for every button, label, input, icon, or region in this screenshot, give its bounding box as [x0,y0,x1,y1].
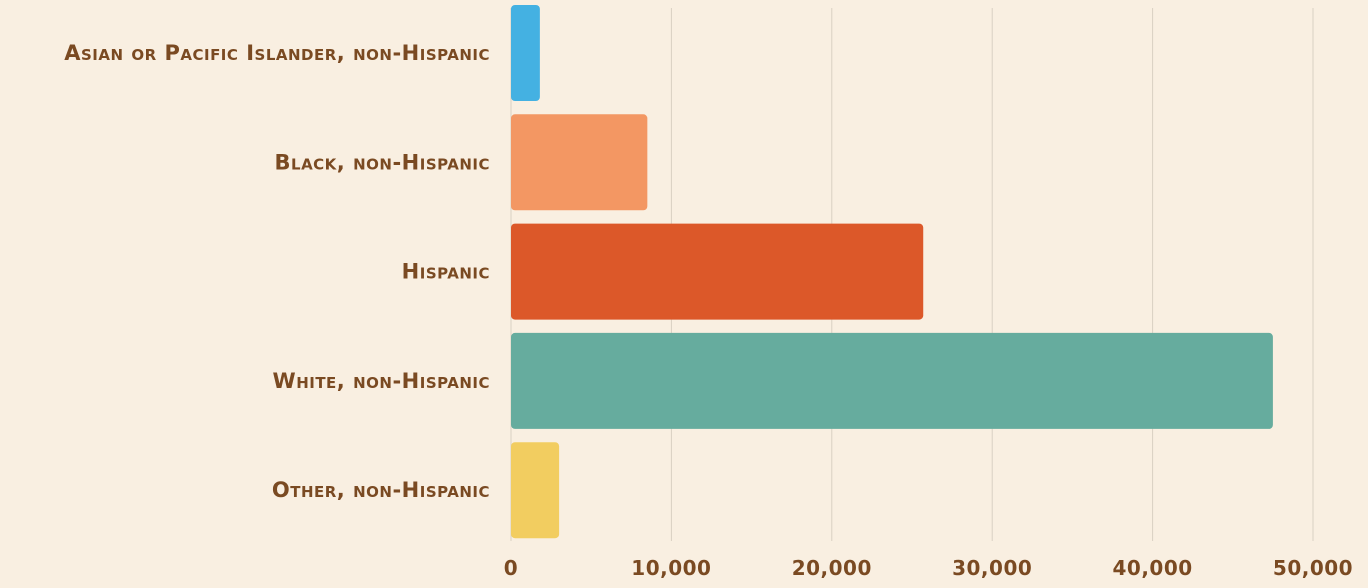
x-tick-label: 40,000 [1113,556,1193,580]
x-tick-label: 20,000 [792,556,872,580]
category-label: White, non-Hispanic [273,369,490,393]
x-tick-label: 0 [504,556,518,580]
bar-5 [511,442,560,539]
x-axis-tick-labels: 0 10,000 20,000 30,000 40,000 50,000 [504,556,1353,580]
x-tick-label: 50,000 [1273,556,1353,580]
bar-1 [511,5,540,101]
category-label: Black, non-Hispanic [275,150,491,174]
bar-4 [511,332,1273,429]
category-labels: Asian or Pacific Islander, non-Hispanic B… [64,41,491,502]
category-label: Other, non-Hispanic [272,478,490,502]
bars [511,5,1273,539]
x-tick-label: 30,000 [952,556,1032,580]
x-tick-label: 10,000 [631,556,711,580]
bar-3 [511,223,924,320]
category-label: Asian or Pacific Islander, non-Hispanic [64,41,490,65]
category-label: Hispanic [402,260,490,284]
bar-2 [511,114,648,211]
